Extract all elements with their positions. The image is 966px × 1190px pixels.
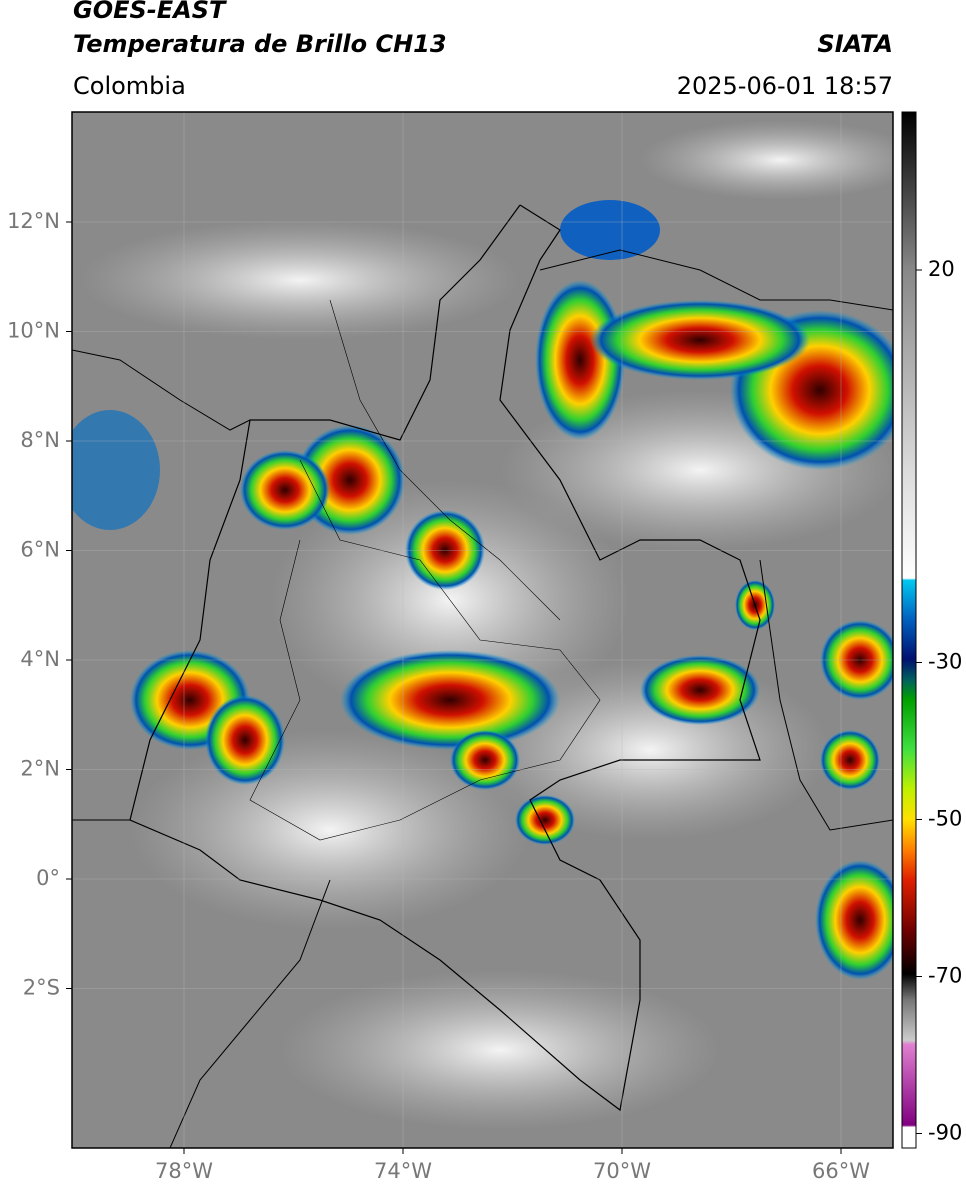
lat-tick-label: 8°N bbox=[20, 428, 60, 452]
lat-tick-label: 12°N bbox=[7, 209, 60, 233]
colorbar-tick-label: -90 bbox=[928, 1121, 962, 1145]
lon-tick-label: 66°W bbox=[812, 1159, 870, 1183]
colorbar-tick-label: 20 bbox=[928, 257, 955, 281]
lon-tick-label: 78°W bbox=[155, 1159, 213, 1183]
timestamp: 2025-06-01 18:57 bbox=[676, 72, 893, 100]
lat-tick-label: 6°N bbox=[20, 538, 60, 562]
colorbar-tick-label: -50 bbox=[928, 807, 962, 831]
map-frame bbox=[71, 111, 894, 1149]
lat-tick-label: 2°S bbox=[23, 976, 60, 1000]
satellite-image bbox=[72, 112, 893, 1148]
lat-tick-label: 0° bbox=[36, 866, 60, 890]
title: GOES-EAST bbox=[73, 0, 226, 24]
lon-tick-label: 74°W bbox=[374, 1159, 432, 1183]
subtitle: Temperatura de Brillo CH13 bbox=[73, 30, 447, 58]
colorbar-tick-label: -70 bbox=[928, 964, 962, 988]
colorbar-tick-label: -30 bbox=[928, 650, 962, 674]
lat-tick-label: 4°N bbox=[20, 647, 60, 671]
lon-tick-label: 70°W bbox=[593, 1159, 651, 1183]
source: SIATA bbox=[817, 30, 893, 58]
colorbar bbox=[901, 111, 917, 1149]
lat-tick-label: 2°N bbox=[20, 757, 60, 781]
lat-tick-label: 10°N bbox=[7, 319, 60, 343]
region: Colombia bbox=[73, 72, 186, 100]
